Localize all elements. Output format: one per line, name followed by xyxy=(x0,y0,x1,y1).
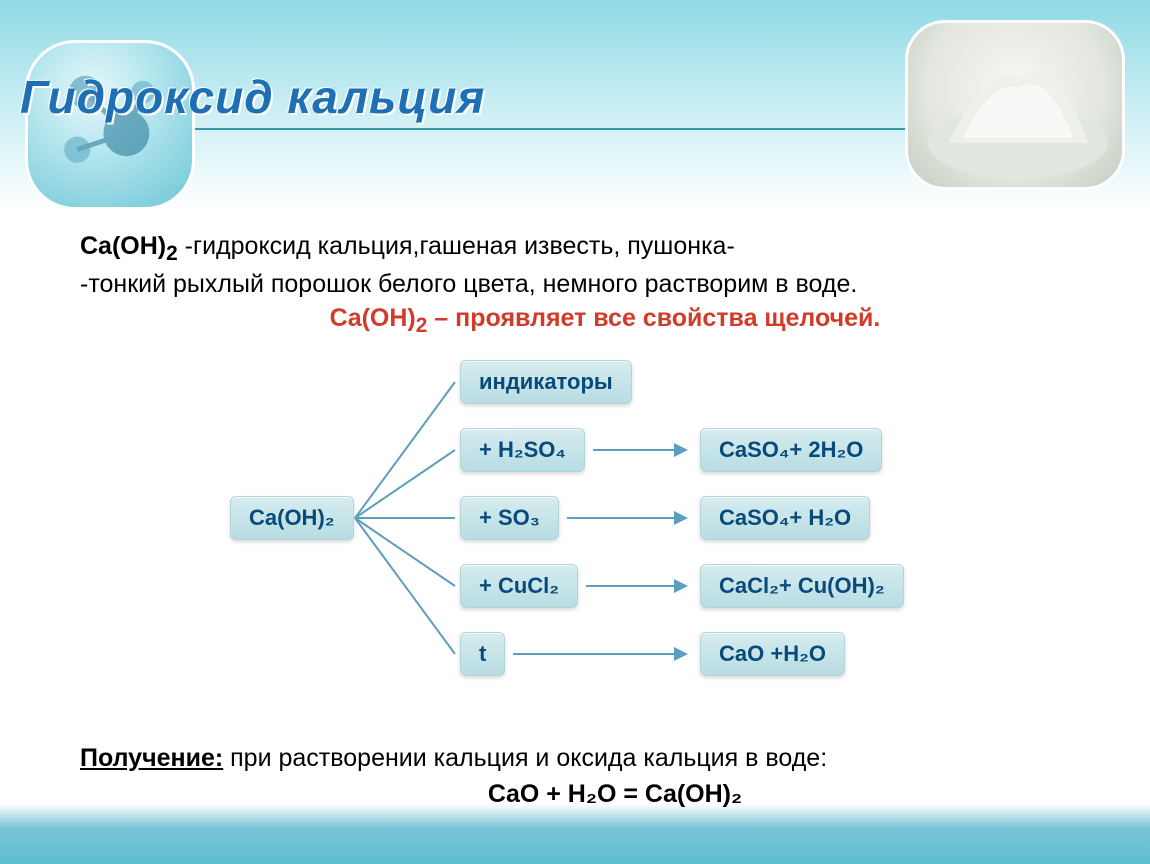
diagram-result: CaO +H₂O xyxy=(700,632,845,676)
reaction-diagram: Ca(OH)₂индикаторы+ H₂SO₄CaSO₄+ 2H₂O+ SO₃… xyxy=(0,360,1150,730)
diagram-arrow xyxy=(567,517,686,519)
diagram-arrow xyxy=(593,449,686,451)
molecule-icon xyxy=(28,43,192,207)
diagram-branch: индикаторы xyxy=(460,360,632,404)
footer-line-1: Получение: при растворении кальция и окс… xyxy=(80,740,1090,776)
horizontal-divider xyxy=(195,128,905,130)
footer-text: Получение: при растворении кальция и окс… xyxy=(80,740,1090,813)
page-title: Гидроксид кальция xyxy=(20,70,485,124)
powder-icon xyxy=(908,23,1128,193)
body-line-3: Ca(OH)2 – проявляет все свойства щелочей… xyxy=(80,302,1090,340)
diagram-branch: + CuCl₂ xyxy=(460,564,578,608)
diagram-arrow xyxy=(586,585,686,587)
footer-label: Получение: xyxy=(80,744,223,772)
diagram-branch: + SO₃ xyxy=(460,496,559,540)
diagram-lines xyxy=(0,360,1150,730)
diagram-result: CaSO₄+ H₂O xyxy=(700,496,870,540)
background-wave-bottom xyxy=(0,804,1150,864)
powder-card xyxy=(905,20,1125,190)
molecule-card xyxy=(25,40,195,210)
footer-equation: CaO + H₂O = Ca(OH)₂ xyxy=(80,776,1090,812)
diagram-branch: t xyxy=(460,632,505,676)
diagram-branch: + H₂SO₄ xyxy=(460,428,585,472)
body-text: Ca(OH)2 -гидроксид кальция,гашеная извес… xyxy=(80,230,1090,340)
body-line-2: -тонкий рыхлый порошок белого цвета, нем… xyxy=(80,268,1090,302)
diagram-arrow xyxy=(513,653,686,655)
diagram-result: CaSO₄+ 2H₂O xyxy=(700,428,882,472)
diagram-result: CaCl₂+ Cu(OH)₂ xyxy=(700,564,904,608)
body-line-1: Ca(OH)2 -гидроксид кальция,гашеная извес… xyxy=(80,230,1090,268)
